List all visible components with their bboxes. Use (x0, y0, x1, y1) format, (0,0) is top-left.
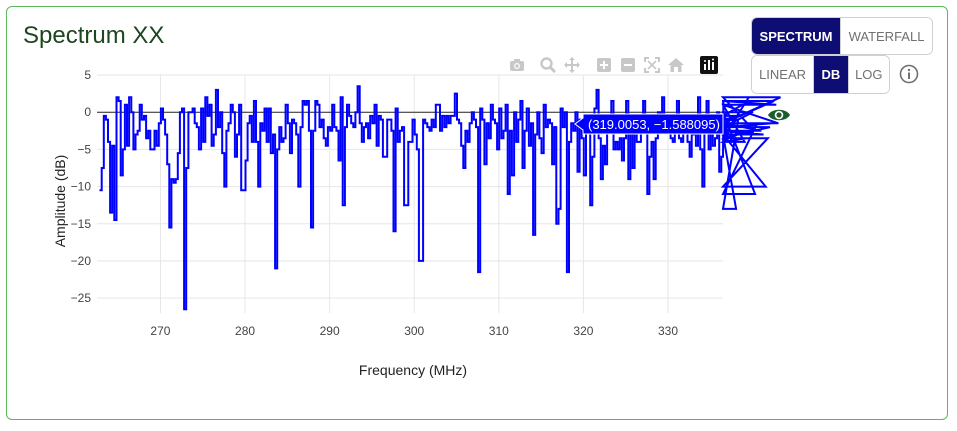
linear-button[interactable]: LINEAR (752, 56, 814, 93)
zoom-in-icon[interactable] (595, 56, 613, 74)
reset-axes-icon[interactable] (667, 56, 685, 74)
card-title: Spectrum XX (23, 22, 165, 49)
info-circle-icon[interactable] (899, 64, 919, 84)
waterfall-button[interactable]: WATERFALL (840, 18, 932, 54)
eye-icon[interactable] (767, 106, 791, 124)
camera-icon[interactable] (508, 56, 526, 74)
view-toggle-group: SPECTRUM WATERFALL (751, 17, 933, 55)
pan-icon[interactable] (563, 56, 581, 74)
zoom-out-icon[interactable] (619, 56, 637, 74)
scale-toggle-group: LINEAR DB LOG (751, 55, 890, 94)
zoom-icon[interactable] (539, 56, 557, 74)
autoscale-icon[interactable] (643, 56, 661, 74)
db-button[interactable]: DB (813, 56, 848, 93)
plotly-logo-icon[interactable] (700, 56, 718, 74)
spectrum-button[interactable]: SPECTRUM (752, 18, 841, 54)
log-button[interactable]: LOG (847, 56, 889, 93)
